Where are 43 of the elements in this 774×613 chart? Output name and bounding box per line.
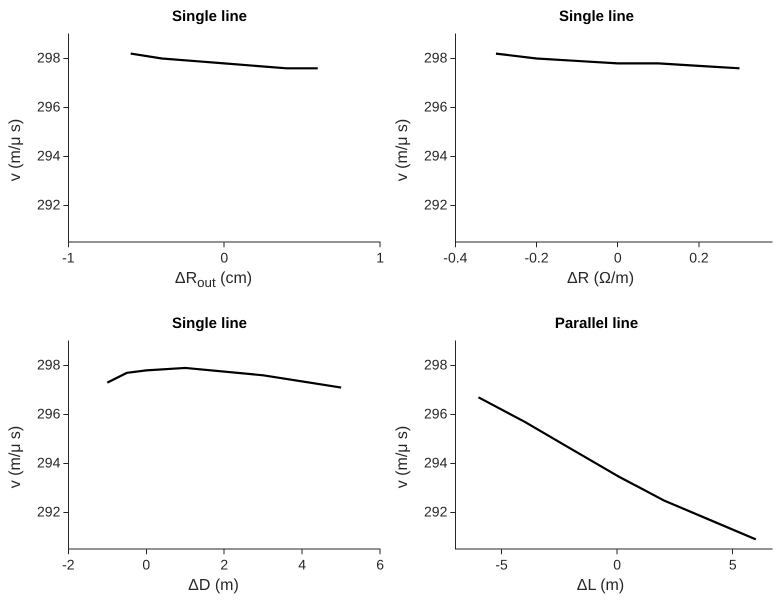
y-tick-label: 292 xyxy=(424,196,448,212)
x-tick-label: 1 xyxy=(376,249,384,266)
y-axis-title: v (m/μ s) xyxy=(394,425,412,488)
x-axis-title: ΔR$_{out}$ (cm) xyxy=(174,270,254,290)
x-tick-label: 5 xyxy=(728,556,737,572)
y-tick-label: 294 xyxy=(37,454,61,470)
x-tick-label: -2 xyxy=(62,556,75,572)
chart-title: Single line xyxy=(172,8,248,26)
y-tick-label: 292 xyxy=(37,502,61,519)
x-tick-label: 0 xyxy=(613,556,622,572)
chart-title: Single line xyxy=(172,314,248,332)
y-tick-label: 298 xyxy=(37,356,61,372)
y-axis-title: v (m/μ s) xyxy=(394,118,412,182)
x-axis-title: ΔL (m) xyxy=(576,576,626,594)
x-axis-title: ΔR (Ω/m) xyxy=(566,270,636,288)
chart-title: Parallel line xyxy=(554,314,638,332)
chart-title: Single line xyxy=(558,8,634,26)
y-tick-label: 296 xyxy=(424,404,448,421)
y-tick-label: 292 xyxy=(37,196,61,212)
y-tick-label: 294 xyxy=(424,454,448,470)
y-tick-label: 292 xyxy=(424,502,448,519)
x-tick-label: 0.2 xyxy=(689,249,709,266)
x-tick-label: -5 xyxy=(495,556,508,572)
x-tick-label: 0 xyxy=(614,249,622,266)
y-tick-label: 298 xyxy=(424,356,448,372)
x-tick-label: 2 xyxy=(220,556,228,572)
y-tick-label: 298 xyxy=(424,49,448,66)
y-axis-title: v (m/μ s) xyxy=(7,425,25,488)
y-axis-title: v (m/μ s) xyxy=(7,118,25,182)
y-tick-label: 296 xyxy=(37,404,61,421)
y-tick-label: 294 xyxy=(424,147,448,164)
x-tick-label: 4 xyxy=(298,556,306,572)
y-tick-label: 294 xyxy=(37,147,61,164)
x-tick-label: -1 xyxy=(62,249,75,266)
x-tick-label: 6 xyxy=(376,556,384,572)
y-tick-label: 298 xyxy=(37,49,61,66)
x-axis-title: ΔD (m) xyxy=(187,576,240,594)
x-tick-label: 0 xyxy=(142,556,150,572)
x-tick-label: 0 xyxy=(220,249,228,266)
x-tick-label: -0.4 xyxy=(443,249,468,266)
y-tick-label: 296 xyxy=(37,98,61,114)
y-tick-label: 296 xyxy=(424,98,448,114)
x-tick-label: -0.2 xyxy=(524,249,549,266)
